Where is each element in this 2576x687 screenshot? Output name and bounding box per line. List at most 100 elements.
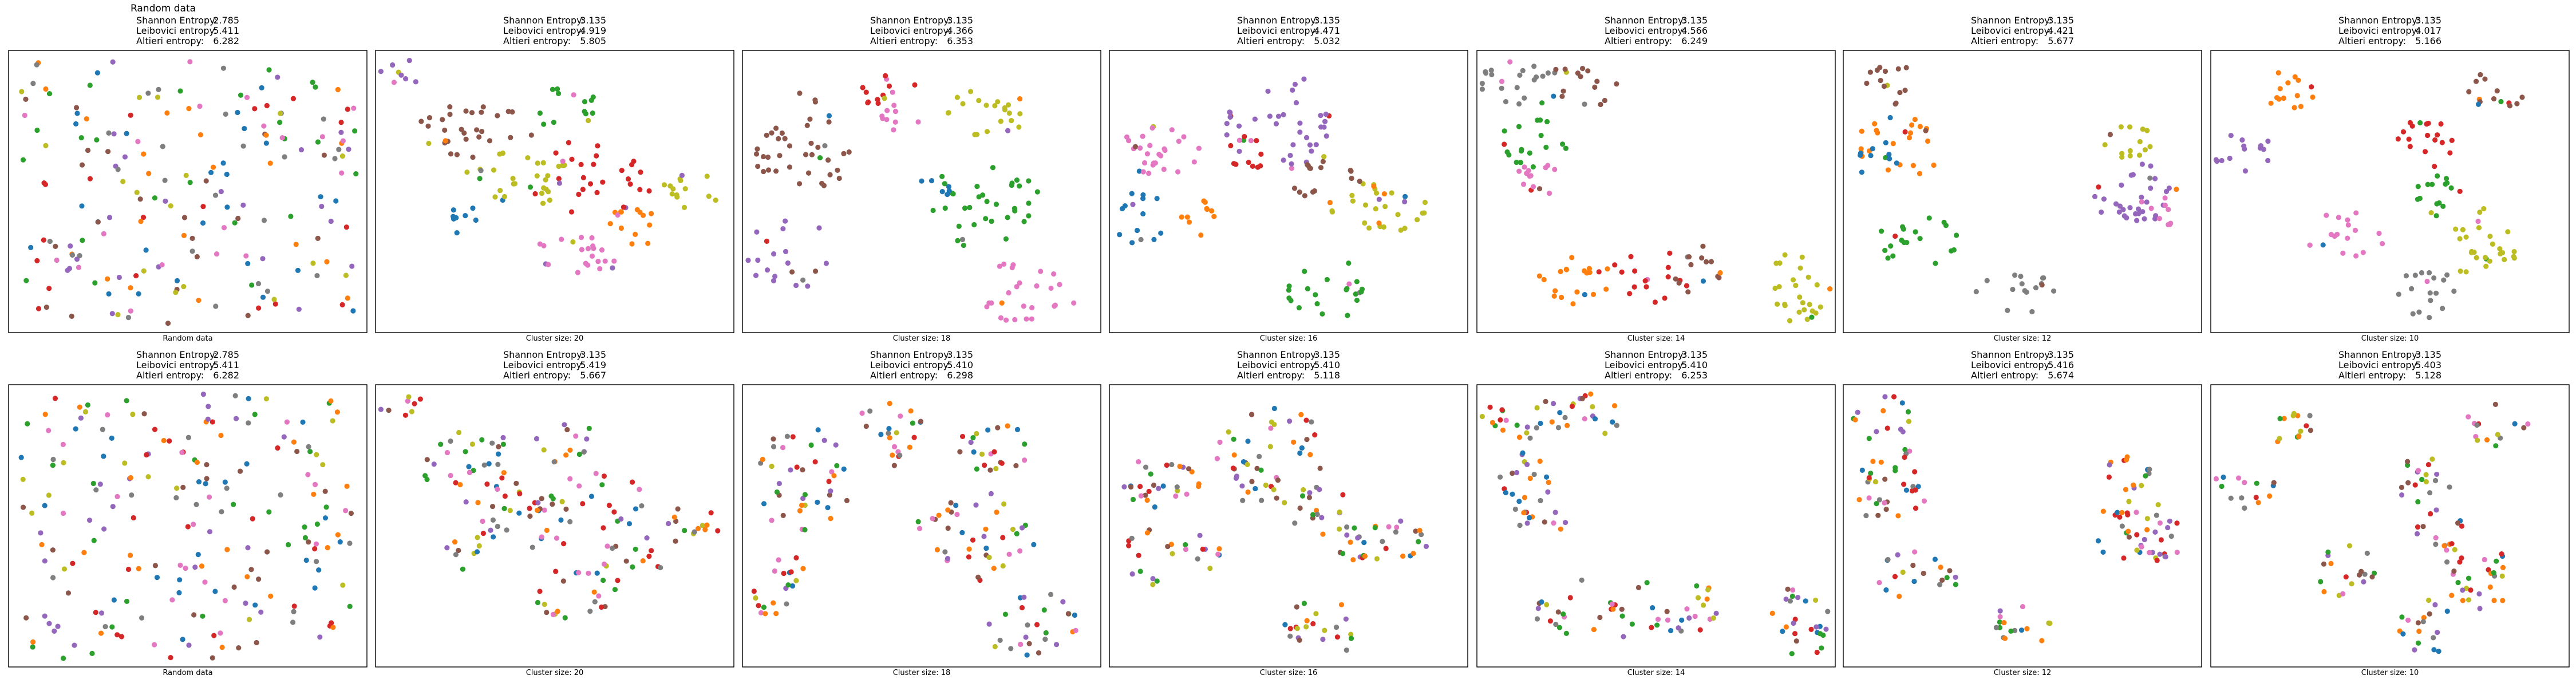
- scatter-point: [1527, 475, 1533, 481]
- scatter-point: [942, 206, 948, 211]
- scatter-point: [1344, 647, 1349, 653]
- scatter-point: [1852, 417, 1858, 423]
- scatter-point: [1299, 493, 1306, 499]
- scatter-point: [637, 487, 642, 492]
- scatter-point: [2328, 560, 2334, 566]
- scatter-point: [1353, 291, 1358, 297]
- scatter-point: [1614, 81, 1619, 87]
- scatter-point: [1783, 624, 1789, 630]
- scatter-point: [2125, 528, 2131, 534]
- scatter-point: [1357, 179, 1362, 184]
- scatter-point: [1684, 283, 1690, 289]
- scatter-point: [1631, 284, 1637, 290]
- scatter-point: [2525, 421, 2531, 427]
- scatter-point: [2152, 176, 2158, 181]
- scatter-point: [1635, 585, 1642, 590]
- scatter-point: [1345, 313, 1350, 318]
- scatter-point: [647, 222, 653, 228]
- scatter-point: [808, 140, 814, 146]
- scatter-point: [997, 263, 1003, 269]
- scatter-point: [90, 480, 96, 487]
- scatter-point: [1538, 498, 1543, 504]
- scatter-point: [100, 427, 105, 432]
- scatter-point: [335, 86, 341, 93]
- scatter-point: [2142, 147, 2148, 153]
- scatter-point: [1287, 633, 1293, 639]
- scatter-point: [618, 209, 624, 215]
- scatter-point: [891, 463, 897, 468]
- scatter-point: [991, 449, 997, 455]
- scatter-point: [1311, 188, 1318, 194]
- scatter-point: [1512, 506, 1518, 512]
- axes-frame: [1843, 50, 2202, 333]
- scatter-point: [2419, 270, 2425, 276]
- scatter-point: [1700, 278, 1706, 284]
- scatter-point: [2221, 474, 2226, 480]
- scatter-point: [156, 86, 161, 92]
- scatter-point: [252, 106, 258, 112]
- scatter-point: [1334, 634, 1341, 640]
- scatter-point: [1322, 627, 1327, 633]
- scatter-point: [2140, 127, 2146, 132]
- scatter-point: [619, 168, 625, 173]
- scatter-point: [2113, 201, 2119, 207]
- scatter-point: [1686, 254, 1692, 260]
- scatter-point: [754, 229, 760, 235]
- scatter-point: [2019, 281, 2025, 287]
- scatter-point: [1695, 595, 1701, 601]
- scatter-point: [1503, 417, 1509, 423]
- scatter-point: [1516, 168, 1522, 174]
- scatter-point: [583, 260, 588, 266]
- scatter-point: [1597, 614, 1603, 621]
- scatter-point: [2029, 309, 2035, 315]
- scatter-point: [999, 460, 1005, 466]
- scatter-point: [1313, 292, 1318, 298]
- scatter-point: [1029, 305, 1035, 311]
- scatter-point: [18, 455, 24, 460]
- scatter-point: [2020, 603, 2026, 610]
- scatter-point: [966, 546, 972, 552]
- scatter-point: [268, 593, 274, 599]
- scatter-point: [595, 143, 600, 149]
- scatter-point: [646, 188, 652, 194]
- scatter-point: [1882, 68, 1888, 74]
- scatter-point: [1162, 147, 1168, 153]
- scatter-point: [105, 276, 110, 282]
- scatter-point: [629, 162, 635, 168]
- scatter-point: [1130, 496, 1136, 503]
- scatter-point: [1355, 535, 1361, 541]
- scatter-point: [827, 492, 832, 498]
- scatter-point: [805, 283, 811, 289]
- scatter-point: [315, 235, 321, 241]
- scatter-point: [1569, 255, 1575, 260]
- scatter-point: [1173, 493, 1179, 499]
- scatter-point: [1905, 409, 1911, 414]
- scatter-point: [1912, 117, 1918, 123]
- scatter-point: [534, 507, 540, 513]
- scatter-point: [2148, 163, 2154, 169]
- scatter-point: [2268, 100, 2274, 106]
- scatter-point: [1383, 546, 1389, 551]
- scatter-point: [240, 143, 246, 149]
- scatter-point: [544, 527, 550, 533]
- scatter-point: [891, 127, 896, 133]
- scatter-point: [1301, 601, 1307, 606]
- scatter-point: [2481, 206, 2487, 212]
- scatter-point: [496, 444, 501, 449]
- scatter-point: [1855, 409, 1860, 415]
- stat-label: Leibovici entropy:: [2338, 360, 2419, 370]
- scatter-point: [1006, 290, 1012, 296]
- scatter-point: [55, 623, 61, 629]
- scatter-point: [1863, 512, 1869, 519]
- scatter-point: [1676, 280, 1682, 286]
- scatter-point: [2115, 510, 2120, 515]
- scatter-point: [203, 178, 209, 184]
- scatter-point: [1984, 278, 1990, 283]
- scatter-point: [1504, 149, 1510, 155]
- scatter-point: [2452, 547, 2458, 552]
- scatter-point: [761, 501, 767, 507]
- scatter-point: [2321, 589, 2327, 595]
- scatter-point: [2491, 570, 2496, 576]
- scatter-point: [2214, 159, 2220, 164]
